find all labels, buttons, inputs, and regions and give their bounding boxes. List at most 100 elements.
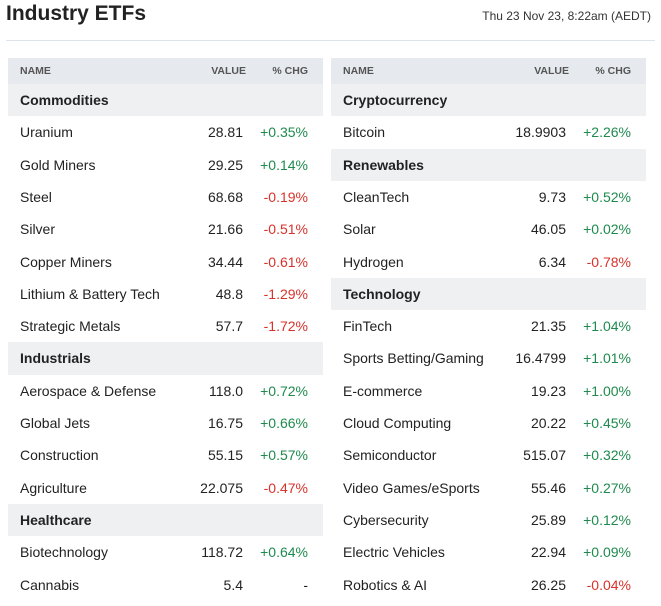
etf-change: +1.01%	[583, 350, 631, 367]
etf-change: +0.64%	[260, 544, 308, 561]
etf-value: 46.05	[530, 221, 566, 238]
etf-name: Uranium	[20, 124, 73, 141]
etf-value: 68.68	[207, 188, 243, 205]
group-name: Renewables	[343, 156, 424, 173]
etf-change: +0.09%	[583, 544, 631, 561]
etf-change: -0.19%	[263, 188, 308, 205]
table-header	[8, 58, 323, 84]
etf-change: -0.47%	[263, 479, 308, 496]
group-name: Healthcare	[20, 511, 92, 528]
etf-value: 20.22	[530, 415, 566, 431]
group-name: Technology	[343, 285, 421, 302]
etf-change: -1.29%	[263, 285, 308, 302]
etf-change: +0.66%	[260, 415, 308, 431]
etf-name: Construction	[20, 447, 99, 464]
etf-name: CleanTech	[343, 188, 410, 205]
group-name: Commodities	[20, 92, 109, 108]
etf-name: Cannabis	[20, 576, 80, 593]
etf-name: Solar	[343, 221, 376, 238]
etf-name: Biotechnology	[20, 544, 108, 561]
page-title: Industry ETFs	[6, 2, 147, 25]
etf-name: E-commerce	[343, 382, 423, 399]
etf-name: Agriculture	[20, 479, 87, 496]
etf-value: 22.94	[530, 544, 566, 561]
etf-change: +2.26%	[583, 124, 631, 141]
etf-value: 26.25	[530, 576, 566, 593]
etf-change: -0.04%	[586, 576, 631, 593]
etf-value: 55.46	[530, 479, 566, 496]
etf-change: -0.61%	[263, 253, 308, 270]
etf-change: +1.04%	[583, 318, 631, 335]
etf-value: 5.4	[223, 576, 243, 593]
column-header: % CHG	[595, 65, 631, 77]
etf-value: 9.73	[538, 188, 566, 205]
etf-value: 19.23	[530, 382, 566, 399]
etf-change: +0.35%	[260, 124, 308, 141]
etf-change: +0.14%	[260, 156, 308, 173]
etf-value: 48.8	[215, 285, 243, 302]
etf-value: 28.81	[207, 124, 243, 141]
group-row	[8, 503, 323, 537]
etf-value: 118.72	[201, 544, 243, 561]
etf-value: 55.15	[207, 447, 243, 464]
etf-change: +0.02%	[583, 221, 631, 238]
group-row	[8, 84, 323, 117]
etf-change: +0.45%	[583, 415, 631, 431]
etf-name: Cybersecurity	[343, 511, 429, 528]
etf-value: 6.34	[538, 253, 566, 270]
etf-change: -0.78%	[586, 253, 631, 270]
group-name: Industrials	[20, 350, 91, 367]
etf-change: +0.57%	[260, 447, 308, 464]
etf-value: 16.75	[207, 415, 243, 431]
timestamp: Thu 23 Nov 23, 8:22am (AEDT)	[482, 9, 651, 23]
etf-value: 16.4799	[515, 350, 566, 367]
etf-name: Copper Miners	[20, 253, 112, 270]
etf-name: Strategic Metals	[20, 318, 121, 335]
column-header: % CHG	[272, 65, 308, 77]
etf-name: FinTech	[343, 318, 393, 335]
etf-name: Steel	[20, 188, 52, 205]
group-name: Cryptocurrency	[343, 92, 448, 108]
etf-value: 34.44	[207, 253, 243, 270]
etf-name: Global Jets	[20, 415, 91, 431]
column-header: NAME	[20, 65, 51, 77]
group-row	[331, 84, 646, 117]
column-header: VALUE	[534, 65, 569, 77]
etf-change: +0.32%	[583, 447, 631, 464]
etf-value: 21.35	[530, 318, 566, 335]
group-row	[331, 148, 646, 181]
etf-name: Video Games/eSports	[343, 479, 480, 496]
etf-name: Bitcoin	[343, 124, 386, 141]
etf-name: Sports Betting/Gaming	[343, 350, 484, 367]
etf-value: 57.7	[215, 318, 243, 335]
etf-value: 21.66	[207, 221, 243, 238]
etf-change: -	[303, 576, 308, 593]
etf-name: Cloud Computing	[343, 415, 452, 431]
etf-name: Aerospace & Defense	[20, 382, 157, 399]
etf-change: -0.51%	[263, 221, 308, 238]
etf-name: Robotics & AI	[343, 576, 428, 593]
etf-value: 29.25	[207, 156, 243, 173]
etf-name: Electric Vehicles	[343, 544, 445, 561]
group-row	[8, 342, 323, 375]
etf-value: 22.075	[200, 479, 243, 496]
column-header: NAME	[343, 65, 374, 77]
etf-change: +1.00%	[583, 382, 631, 399]
etf-value: 18.9903	[515, 124, 566, 141]
etf-change: +0.52%	[583, 188, 631, 205]
etf-value: 25.89	[530, 511, 566, 528]
etf-name: Semiconductor	[343, 447, 437, 464]
column-header: VALUE	[211, 65, 246, 77]
divider	[6, 40, 655, 41]
etf-change: +0.12%	[583, 511, 631, 528]
etf-name: Lithium & Battery Tech	[20, 285, 160, 302]
group-row	[331, 277, 646, 311]
etf-name: Silver	[20, 221, 56, 238]
etf-change: -1.72%	[263, 318, 308, 335]
etf-change: +0.27%	[583, 479, 631, 496]
etf-name: Hydrogen	[343, 253, 404, 270]
etf-value: 118.0	[209, 382, 243, 399]
table-header	[331, 58, 646, 84]
etf-value: 515.07	[523, 447, 566, 464]
